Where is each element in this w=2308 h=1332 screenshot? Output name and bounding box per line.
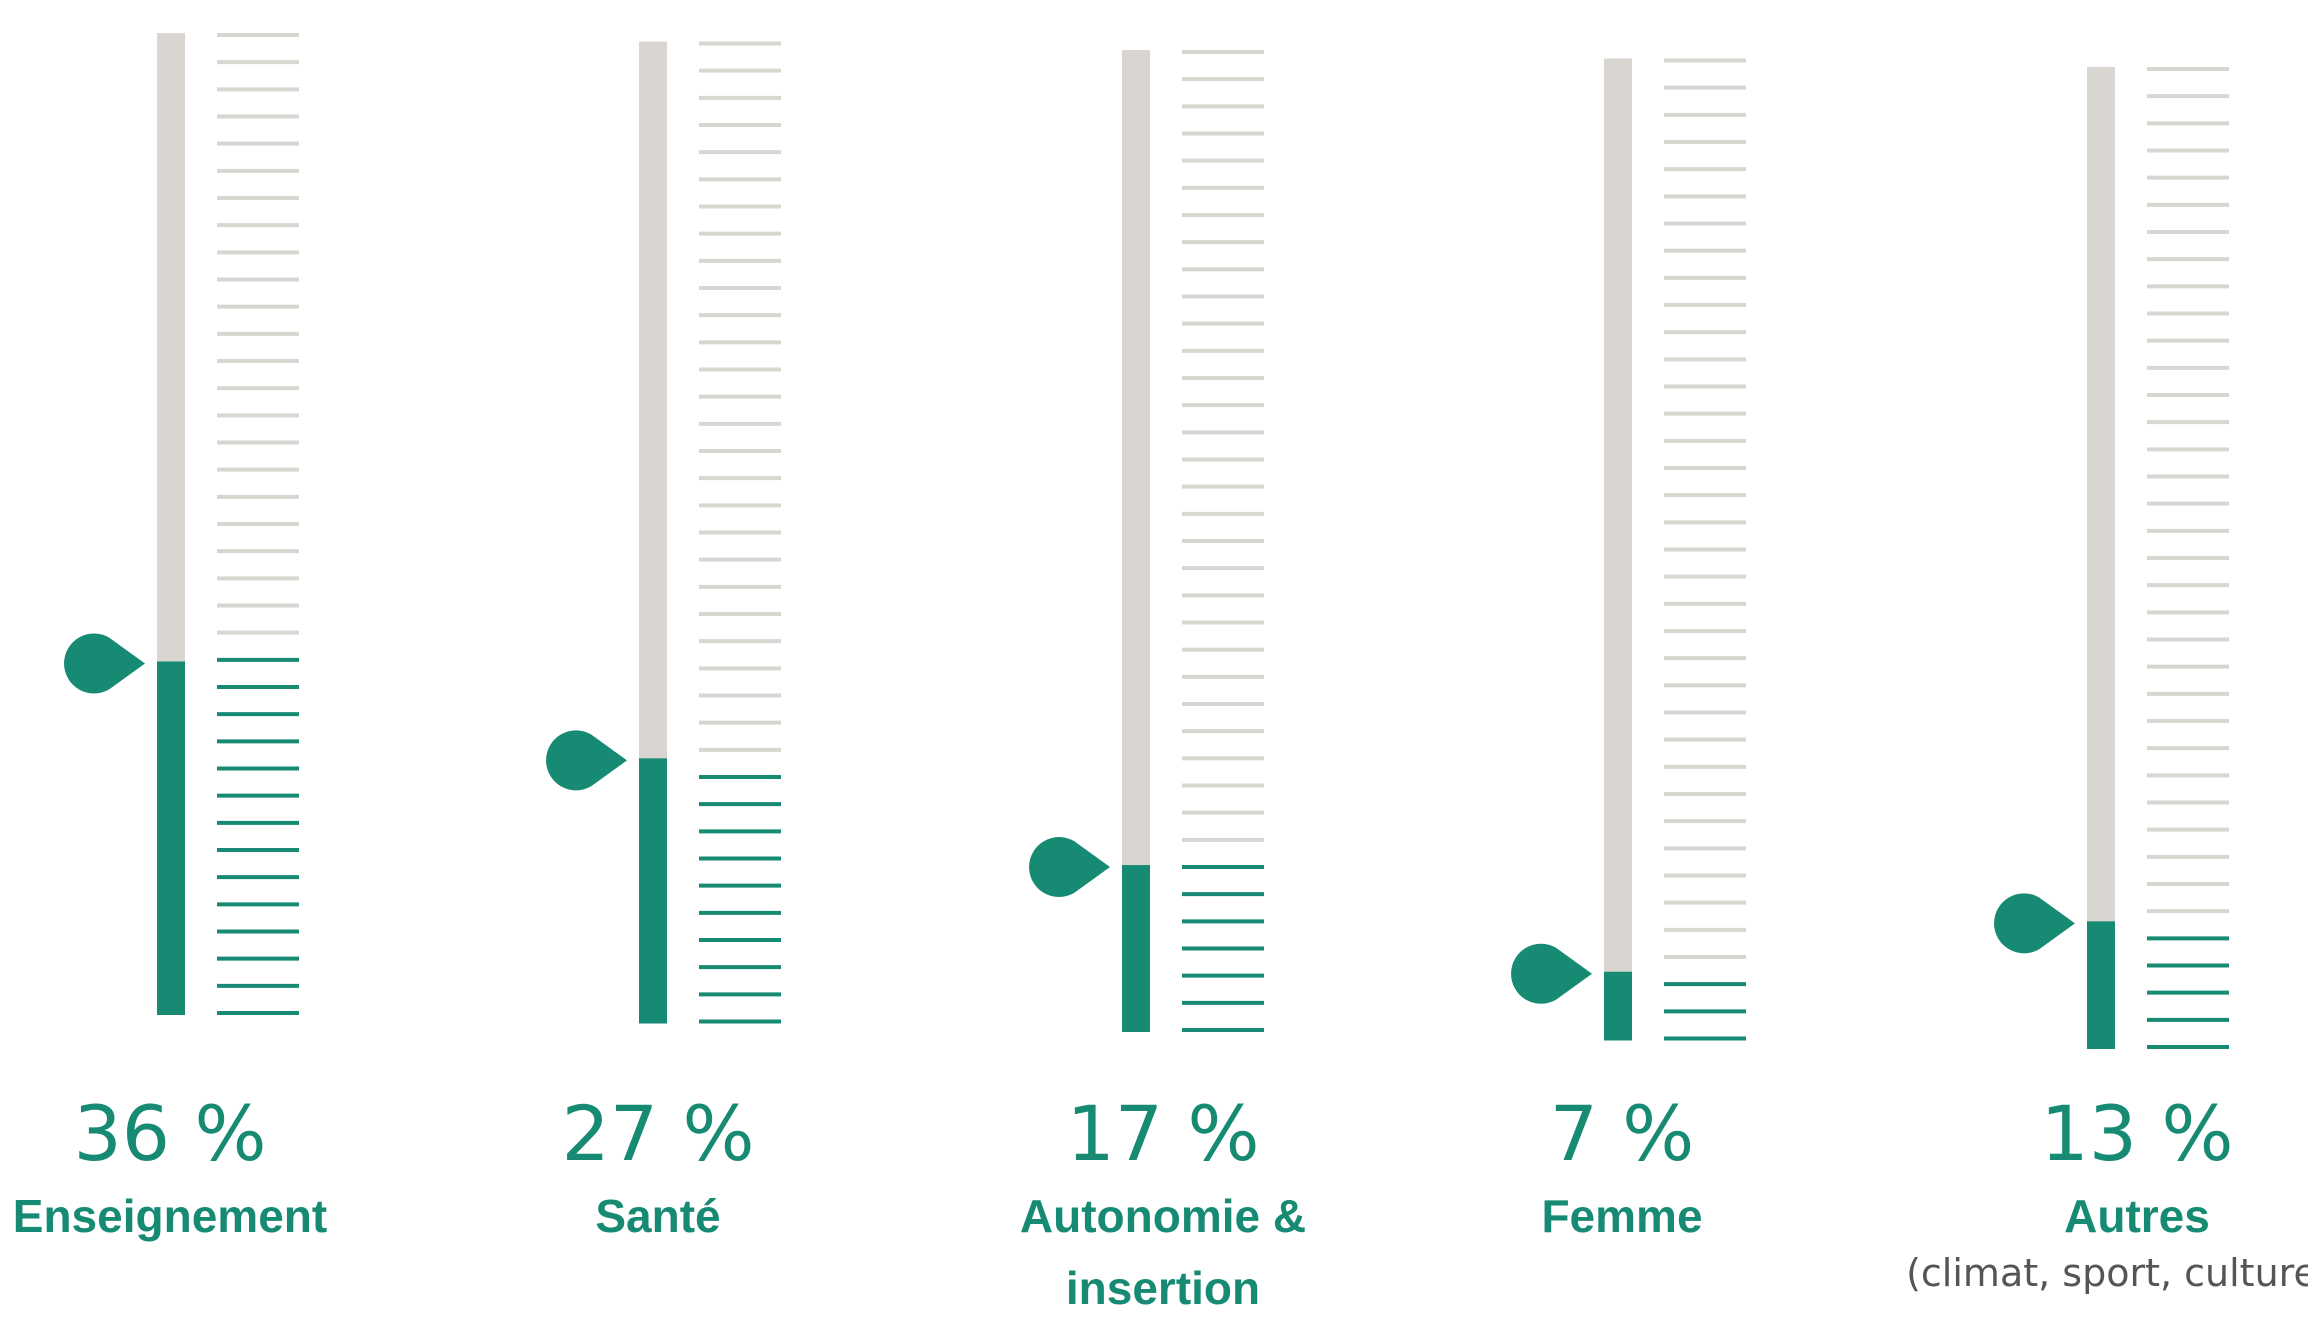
- category-label-0: Enseignement: [13, 1190, 327, 1242]
- thermometer-fill-2: [1122, 865, 1150, 1032]
- thermometer-track-3: [1604, 58, 1632, 1041]
- value-label-1: 27 %: [561, 1089, 754, 1178]
- category-label-2: Autonomie &: [1020, 1190, 1306, 1242]
- category-label-2: insertion: [1066, 1262, 1260, 1314]
- level-marker-1: [546, 730, 627, 791]
- thermometer-fill-0: [157, 661, 185, 1015]
- thermometer-fill-4: [2087, 921, 2115, 1049]
- level-marker-4: [1994, 893, 2075, 954]
- value-label-3: 7 %: [1550, 1089, 1695, 1178]
- level-marker-0: [64, 633, 145, 694]
- value-label-0: 36 %: [73, 1089, 266, 1178]
- category-label-3: Femme: [1541, 1190, 1702, 1242]
- category-note-4: (climat, sport, culture...): [1906, 1251, 2308, 1295]
- value-label-4: 13 %: [2040, 1089, 2233, 1178]
- level-marker-3: [1511, 943, 1592, 1004]
- level-marker-2: [1029, 837, 1110, 898]
- value-label-2: 17 %: [1066, 1089, 1259, 1178]
- thermometer-track-4: [2087, 67, 2115, 1049]
- category-label-1: Santé: [595, 1190, 720, 1242]
- category-label-4: Autres: [2064, 1190, 2210, 1242]
- thermometer-fill-3: [1604, 971, 1632, 1041]
- thermometer-fill-1: [639, 758, 667, 1024]
